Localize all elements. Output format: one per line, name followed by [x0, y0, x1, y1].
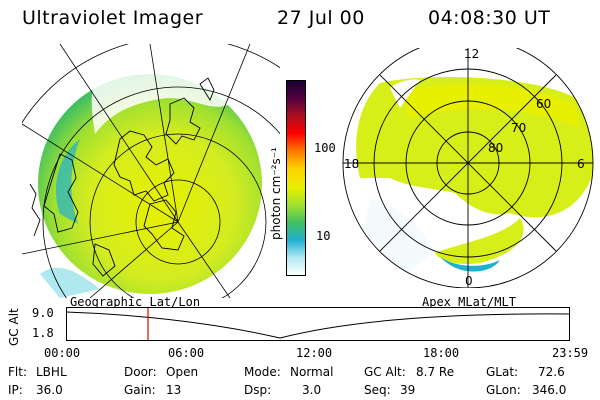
mode-label: Mode:	[244, 365, 281, 379]
mlat-label-70: 70	[511, 121, 526, 135]
gcalt-label: GC Alt:	[364, 365, 406, 379]
gain-value: 13	[166, 383, 182, 397]
altitude-timeline	[66, 307, 570, 341]
seq-label: Seq:	[364, 383, 391, 397]
seq-value: 39	[400, 383, 416, 397]
instrument-title: Ultraviolet Imager	[22, 7, 204, 29]
door-value: Open	[166, 365, 199, 379]
glon-label: GLon:	[486, 383, 521, 397]
time-label-0000: 00:00	[44, 346, 81, 360]
gc-alt-axis-label: GC Alt	[7, 308, 21, 346]
glat-value: 72.6	[538, 365, 565, 379]
ip-label: IP:	[8, 383, 23, 397]
mlat-label-80: 80	[488, 141, 503, 155]
ip-value: 36.0	[36, 383, 63, 397]
altitude-tick-low: 1.8	[32, 326, 54, 340]
glat-label: GLat:	[486, 365, 519, 379]
colorbar-tick-low: 10	[316, 229, 331, 243]
mlt-label-12: 12	[464, 48, 479, 61]
flt-value: LBHL	[36, 365, 67, 379]
time-label-0600: 06:00	[168, 346, 205, 360]
gain-label: Gain:	[124, 383, 156, 397]
dsp-value: 3.0	[302, 383, 322, 397]
mlt-label-18: 18	[344, 157, 359, 171]
geographic-map	[22, 44, 280, 298]
mlt-label-6: 6	[577, 157, 585, 171]
time-label-2359: 23:59	[552, 346, 589, 360]
time-label-1200: 12:00	[296, 346, 333, 360]
altitude-tick-high: 9.0	[32, 306, 54, 320]
time-label-1800: 18:00	[423, 346, 460, 360]
flt-label: Flt:	[8, 365, 27, 379]
gcalt-value: 8.7 Re	[416, 365, 455, 379]
colorbar	[286, 80, 306, 276]
mode-value: Normal	[290, 365, 334, 379]
coastlines	[29, 77, 215, 277]
mlat-label-60: 60	[536, 97, 551, 111]
polar-mlt-plot: 12 18 6 0 60 70 80	[342, 48, 594, 288]
altitude-curve	[66, 311, 570, 339]
colorbar-unit-label: photon cm⁻²s⁻¹	[269, 147, 283, 240]
mlt-label-0: 0	[465, 274, 473, 288]
auroral-oval-geographic	[38, 74, 262, 294]
left-panel-title: Geographic Lat/Lon	[70, 295, 201, 309]
dsp-label: Dsp:	[244, 383, 272, 397]
polar-cap-region	[91, 62, 230, 134]
observation-date: 27 Jul 00	[277, 7, 365, 29]
colorbar-tick-high: 100	[314, 141, 336, 155]
glon-value: 346.0	[532, 383, 567, 397]
observation-time: 04:08:30 UT	[428, 7, 551, 29]
door-label: Door:	[124, 365, 157, 379]
right-panel-title: Apex MLat/MLT	[422, 295, 516, 309]
